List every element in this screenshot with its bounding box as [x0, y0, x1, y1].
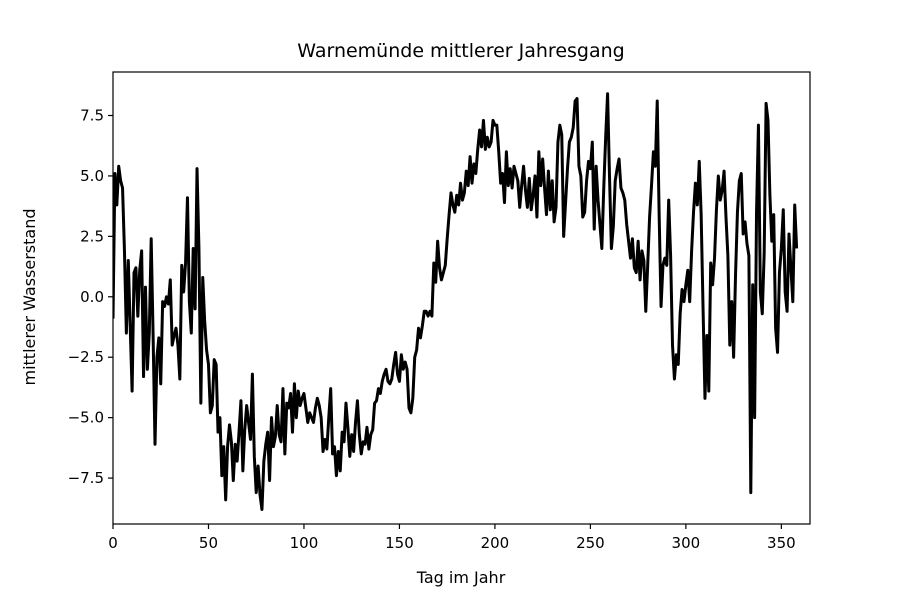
y-tick-label: 2.5	[80, 227, 104, 245]
x-axis-label: Tag im Jahr	[416, 568, 506, 587]
y-tick-label: −5.0	[68, 409, 104, 427]
x-tick-label: 250	[576, 534, 605, 552]
y-tick-label: −7.5	[68, 469, 104, 487]
series-line-0	[113, 92, 799, 511]
x-tick-label: 150	[385, 534, 414, 552]
x-tick-label: 0	[108, 534, 118, 552]
y-tick-label: −2.5	[68, 348, 104, 366]
x-tick-label: 300	[672, 534, 701, 552]
y-axis-label: mittlerer Wasserstand	[20, 208, 39, 385]
axes-frame	[112, 71, 811, 525]
x-tick-label: 100	[290, 534, 319, 552]
y-tick-label: 0.0	[80, 288, 104, 306]
x-tick-label: 350	[767, 534, 796, 552]
plot-area: 0 50 100 150 200 250 300 350 −7.5 −5.0 −2.5 0.0 2.5 5…	[68, 71, 811, 552]
chart-title: Warnemünde mittlerer Jahresgang	[297, 40, 624, 62]
x-tick-label: 200	[481, 534, 510, 552]
x-tick-label: 50	[199, 534, 218, 552]
y-tick-label: 5.0	[80, 167, 104, 185]
y-tick-label: 7.5	[80, 107, 104, 125]
